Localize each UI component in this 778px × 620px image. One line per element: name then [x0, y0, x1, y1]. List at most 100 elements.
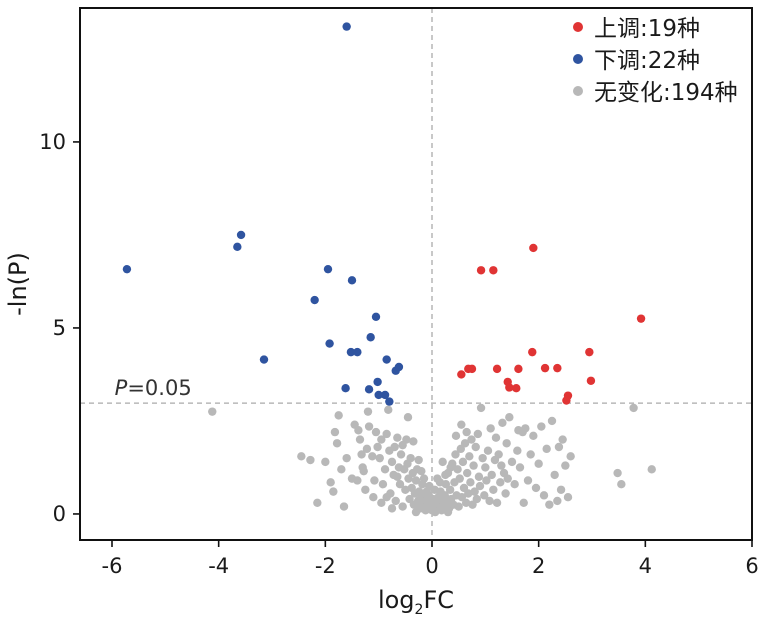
point-none — [613, 468, 622, 478]
point-up — [586, 376, 596, 385]
point-up — [563, 391, 573, 400]
point-up — [457, 370, 466, 379]
x-tick-label: -2 — [315, 554, 336, 578]
point-none — [483, 446, 493, 455]
threshold-label-rest: =0.05 — [127, 376, 191, 400]
point-up — [636, 314, 646, 323]
point-none — [550, 470, 559, 480]
point-none — [396, 450, 406, 459]
x-tick-label: 4 — [639, 554, 652, 578]
point-none — [330, 427, 340, 437]
point-none — [342, 453, 351, 463]
x-axis-title-subscript: 2 — [415, 602, 424, 618]
point-down — [346, 347, 356, 357]
point-none — [553, 496, 562, 506]
point-up — [529, 243, 538, 253]
point-none — [463, 468, 472, 478]
legend: 上调:19种 下调:22种 无变化:194种 — [573, 16, 738, 106]
point-none — [521, 424, 530, 433]
point-none — [503, 474, 512, 483]
point-none — [382, 429, 391, 439]
point-none — [547, 416, 557, 426]
point-none — [469, 461, 478, 470]
point-down — [323, 264, 333, 274]
point-down — [325, 339, 334, 348]
point-none — [332, 439, 342, 448]
point-none — [482, 476, 491, 485]
point-none — [377, 435, 386, 444]
point-none — [395, 479, 405, 489]
x-tick-label: 6 — [745, 554, 758, 578]
x-tick-label: 2 — [532, 554, 545, 578]
point-none — [531, 483, 541, 493]
point-none — [368, 452, 377, 461]
point-up — [489, 266, 498, 275]
point-none — [481, 463, 490, 472]
point-up — [514, 364, 523, 374]
point-none — [526, 450, 535, 459]
point-none — [458, 457, 468, 467]
point-none — [382, 493, 391, 502]
point-none — [501, 489, 510, 498]
x-tick-label: 0 — [425, 554, 438, 578]
point-down — [366, 333, 375, 342]
point-none — [361, 485, 370, 494]
point-up — [528, 347, 537, 357]
point-none — [411, 476, 421, 485]
point-down — [259, 355, 269, 364]
point-none — [364, 422, 374, 431]
x-axis-title-suffix: FC — [423, 586, 454, 614]
point-none — [480, 491, 489, 500]
point-none — [465, 452, 474, 461]
x-axis-title: log2FC — [378, 586, 454, 618]
point-down — [233, 242, 242, 252]
point-none — [414, 455, 423, 465]
point-none — [472, 494, 481, 504]
point-none — [566, 452, 575, 461]
point-none — [556, 485, 566, 494]
point-none — [409, 437, 418, 446]
threshold-label: P=0.05 — [115, 376, 192, 400]
point-none — [445, 485, 455, 494]
point-none — [461, 498, 471, 507]
point-none — [387, 504, 397, 513]
point-none — [362, 444, 372, 454]
point-none — [378, 479, 388, 489]
point-down — [122, 264, 132, 274]
point-none — [491, 433, 501, 442]
point-none — [354, 426, 363, 435]
point-none — [438, 457, 447, 467]
point-none — [334, 411, 343, 420]
point-none — [523, 476, 533, 485]
point-none — [398, 440, 407, 450]
point-down — [382, 355, 391, 364]
point-none — [377, 498, 386, 507]
point-none — [446, 463, 455, 472]
point-down — [374, 390, 383, 400]
point-none — [470, 487, 479, 496]
point-none — [539, 491, 549, 500]
point-none — [519, 498, 528, 507]
point-none — [497, 461, 506, 470]
point-none — [485, 496, 494, 506]
legend-marker-none — [573, 86, 583, 96]
point-none — [529, 431, 538, 441]
point-none — [371, 427, 381, 437]
point-none — [306, 455, 315, 465]
point-none — [451, 450, 460, 459]
point-none — [505, 413, 514, 422]
point-none — [401, 485, 410, 494]
point-none — [326, 478, 335, 487]
point-up — [553, 363, 562, 373]
point-none — [513, 446, 522, 455]
point-none — [498, 418, 507, 428]
point-none — [369, 493, 378, 502]
point-down — [385, 397, 394, 406]
point-none — [380, 465, 390, 474]
point-none — [433, 474, 442, 483]
point-down — [236, 230, 246, 240]
point-down — [342, 22, 351, 31]
point-up — [512, 384, 521, 393]
legend-label-up: 上调:19种 — [594, 16, 700, 42]
point-down — [347, 276, 357, 285]
